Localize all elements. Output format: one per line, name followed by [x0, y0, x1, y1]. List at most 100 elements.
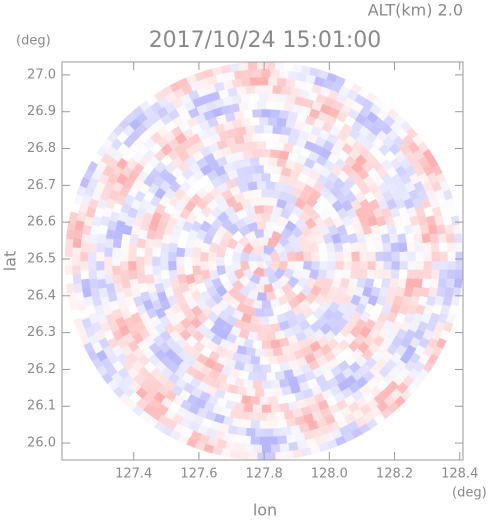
- echo-cell: [231, 434, 243, 444]
- chart-title: 2017/10/24 15:01:00: [149, 28, 382, 53]
- echo-cell: [254, 388, 265, 398]
- echo-cell: [252, 404, 263, 414]
- echo-cell: [276, 435, 288, 445]
- echo-cell: [254, 164, 265, 174]
- echo-cell: [249, 355, 260, 366]
- echo-cell: [259, 156, 269, 166]
- echo-cell: [281, 426, 292, 437]
- echo-cell: [247, 181, 258, 191]
- echo-cell: [135, 265, 145, 276]
- echo-cell: [249, 156, 260, 167]
- echo-cell: [268, 420, 279, 430]
- echo-cell: [437, 233, 448, 244]
- echo-cell: [429, 278, 440, 289]
- echo-cell: [88, 233, 99, 244]
- echo-cell: [358, 242, 368, 253]
- echo-cell: [256, 140, 267, 150]
- echo-cell: [414, 269, 424, 280]
- echo-cell: [159, 260, 169, 271]
- echo-cell: [261, 148, 272, 158]
- echo-cell: [135, 246, 145, 257]
- echo-cell: [111, 246, 121, 257]
- echo-cell: [79, 251, 89, 262]
- echo-cell: [143, 265, 154, 276]
- echo-cell: [274, 62, 285, 71]
- echo-cell: [66, 228, 75, 240]
- echo-cell: [415, 251, 425, 262]
- echo-cell: [351, 260, 361, 271]
- echo-cell: [270, 403, 281, 414]
- echo-cell: [87, 242, 98, 253]
- echo-cell: [79, 269, 90, 280]
- echo-cell: [220, 448, 232, 458]
- echo-cell: [111, 265, 121, 276]
- echo-cell: [259, 116, 269, 126]
- echo-cell: [261, 324, 272, 334]
- echo-cell: [253, 307, 265, 318]
- y-tick-label: 26.7: [27, 178, 56, 193]
- echo-cell: [439, 260, 449, 271]
- echo-cell: [259, 356, 269, 366]
- echo-cell: [256, 180, 267, 190]
- echo-cell: [136, 273, 147, 285]
- echo-cell: [240, 77, 252, 87]
- y-tick-label: 27.0: [27, 67, 56, 82]
- echo-cell: [285, 78, 297, 88]
- echo-cell: [274, 141, 286, 151]
- echo-cell: [413, 278, 424, 289]
- echo-cell: [240, 394, 252, 405]
- echo-cell: [438, 242, 449, 253]
- echo-cell: [281, 85, 292, 96]
- echo-cell: [383, 251, 393, 262]
- echo-cell: [72, 273, 82, 285]
- echo-cell: [79, 260, 89, 271]
- echo-cell: [413, 233, 424, 244]
- echo-cell: [167, 260, 177, 271]
- echo-cell: [270, 148, 281, 159]
- echo-cell: [252, 444, 263, 454]
- echo-cell: [71, 246, 81, 257]
- y-tick-label: 26.9: [27, 104, 56, 119]
- echo-cell: [242, 109, 254, 119]
- echo-cell: [421, 233, 432, 244]
- echo-cell: [254, 84, 265, 94]
- echo-cell: [259, 436, 269, 446]
- echo-cell: [270, 444, 281, 454]
- echo-cell: [423, 260, 433, 271]
- echo-cell: [265, 372, 276, 382]
- echo-cell: [267, 315, 279, 326]
- echo-cell: [263, 124, 274, 134]
- echo-cell: [95, 251, 105, 262]
- echo-cell: [335, 260, 345, 271]
- echo-cell: [350, 241, 360, 253]
- echo-cell: [447, 260, 457, 271]
- echo-cell: [319, 251, 329, 262]
- echo-cell: [223, 255, 233, 267]
- echo-cell: [351, 251, 361, 262]
- echo-cell: [249, 420, 260, 430]
- echo-cell: [279, 109, 290, 120]
- echo-cell: [263, 307, 275, 318]
- echo-cell: [261, 340, 272, 350]
- y-tick-label: 26.1: [27, 399, 56, 414]
- echo-cell: [160, 242, 170, 253]
- echo-cell: [265, 412, 276, 422]
- echo-cell: [382, 242, 392, 253]
- echo-cell: [263, 428, 274, 438]
- echo-cell: [319, 260, 329, 271]
- echo-cell: [390, 269, 400, 280]
- echo-cell: [261, 380, 272, 390]
- echo-cell: [274, 411, 285, 421]
- echo-cell: [261, 212, 272, 222]
- echo-cell: [261, 68, 272, 78]
- echo-cell: [270, 379, 281, 390]
- echo-cell: [119, 260, 129, 271]
- echo-cell: [167, 251, 177, 262]
- echo-cell: [65, 273, 74, 285]
- echo-cell: [437, 278, 448, 289]
- echo-cell: [168, 269, 178, 281]
- echo-cell: [261, 444, 272, 454]
- echo-cell: [127, 260, 137, 271]
- echo-cell: [446, 242, 457, 253]
- echo-cell: [302, 251, 313, 262]
